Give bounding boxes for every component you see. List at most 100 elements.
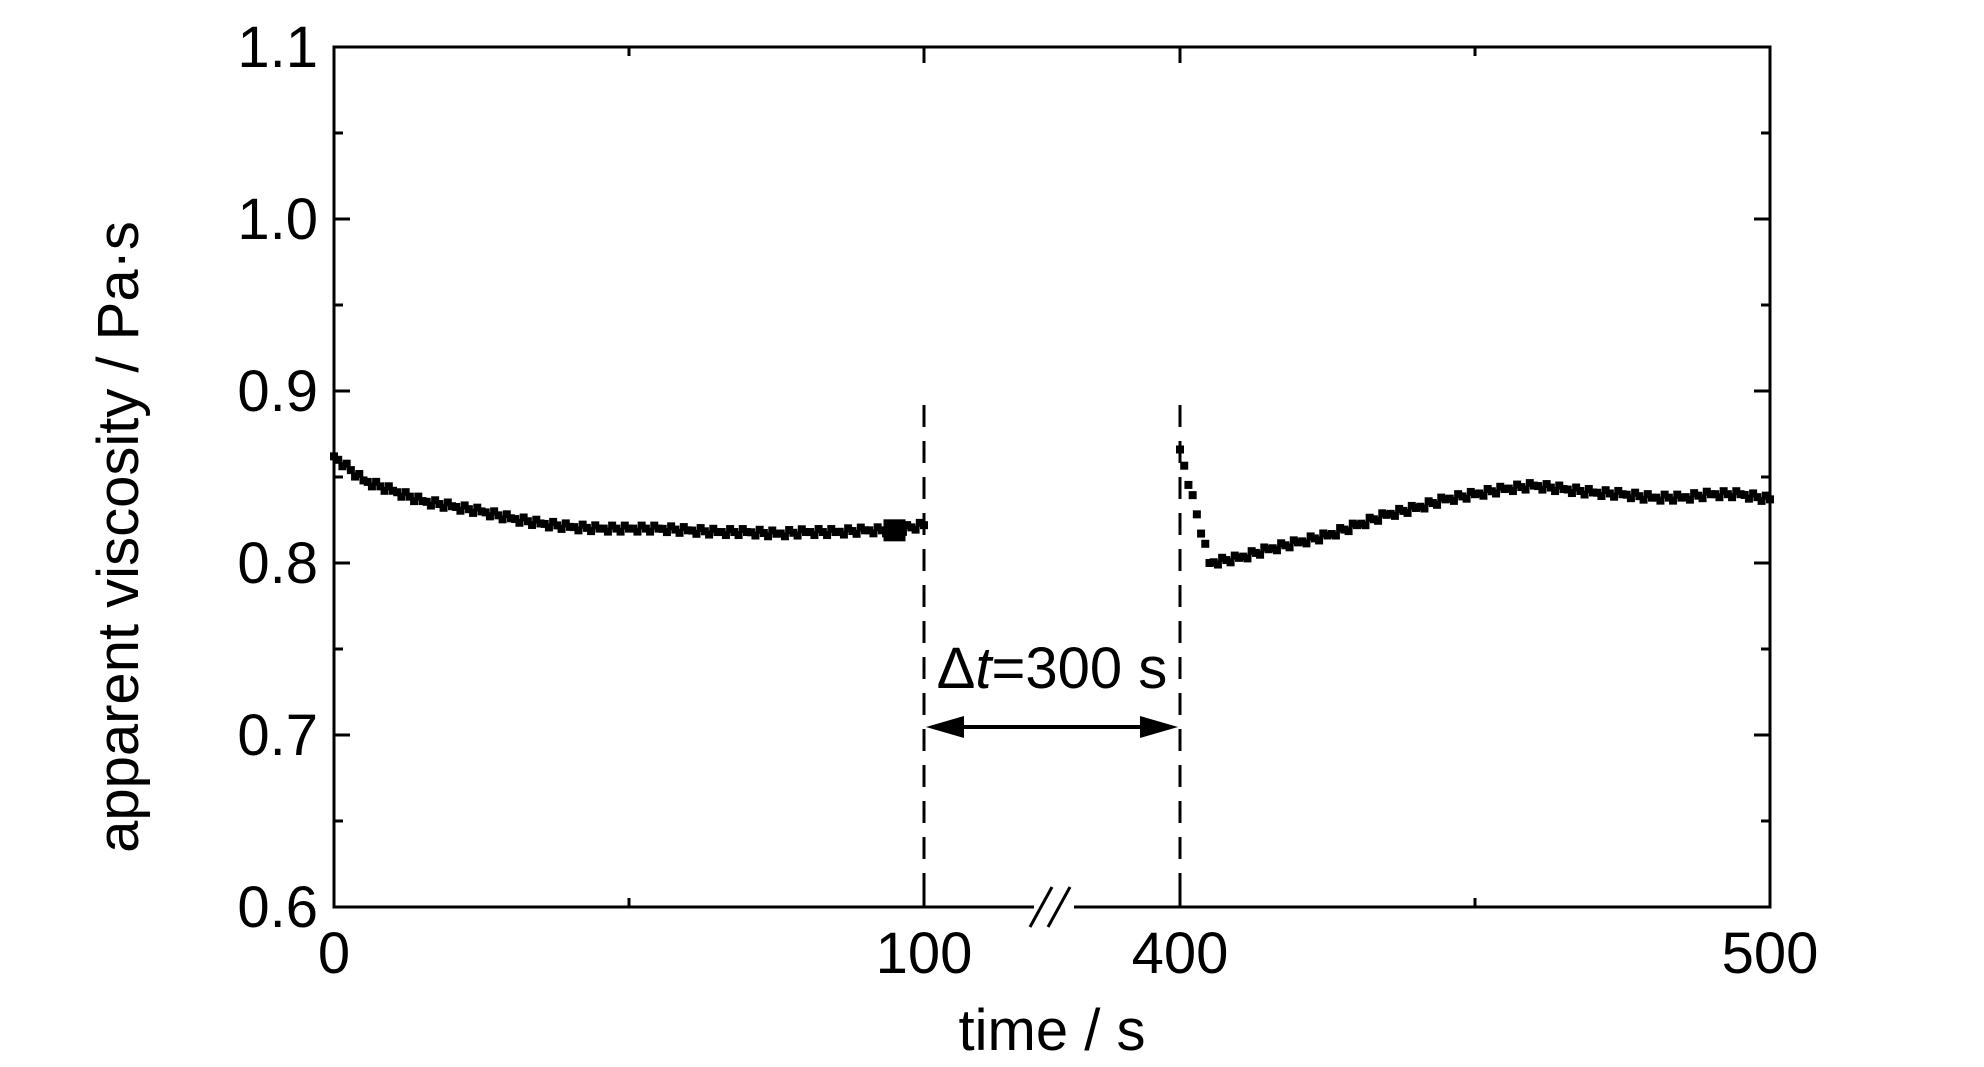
data-point-dense [1218, 553, 1227, 562]
x-axis-title: time / s [959, 998, 1146, 1062]
data-point-dense [1386, 509, 1395, 518]
x-tick-label: 500 [1722, 921, 1819, 986]
data-point-dense [1285, 543, 1294, 552]
data-point-dense [1247, 547, 1256, 556]
plot-frame [332, 45, 1772, 909]
data-point [772, 529, 781, 538]
data-point-dense [721, 531, 730, 540]
data-point-dense [435, 500, 444, 509]
data-point-dense [911, 525, 920, 534]
x-tick-label: 400 [1132, 921, 1229, 986]
data-point-dense [460, 501, 469, 510]
data-point-dense [903, 521, 912, 530]
y-tick-label: 1.0 [237, 187, 318, 252]
data-point-dense [835, 527, 844, 536]
data-point-dense [540, 519, 549, 528]
data-point-dense [776, 529, 785, 538]
data-point [684, 526, 692, 535]
data-point-dense [1302, 539, 1311, 548]
data-point-dense [485, 512, 494, 521]
data-point [1264, 545, 1273, 554]
data-point-dense [856, 523, 865, 532]
data-point-dense [1664, 493, 1673, 502]
data-point-dense [334, 455, 343, 464]
data-point-dense [578, 520, 587, 529]
data-point-dense [852, 529, 861, 538]
data-point-dense [603, 527, 612, 536]
data-point-dense [1669, 496, 1678, 505]
data-point-dense [865, 526, 874, 535]
data-point-dense [1635, 492, 1644, 501]
data-point-dense [401, 488, 410, 497]
data-point-dense [1357, 519, 1366, 528]
y-tick-label: 1.1 [237, 15, 318, 80]
data-point-dense [481, 508, 490, 517]
interval-arrow-left-head [926, 716, 964, 738]
data-point-dense [709, 524, 718, 533]
axis-break-slash [1028, 886, 1054, 928]
data-point [566, 522, 574, 531]
y-tick-label: 0.7 [237, 703, 318, 768]
data-point-dense [549, 517, 558, 526]
data-point-dense [1298, 537, 1307, 546]
data-point-dense [806, 528, 815, 537]
data-point-dense [1694, 491, 1703, 500]
data-point-dense [662, 528, 671, 537]
data-point-dense [473, 503, 482, 512]
data-point [448, 502, 456, 511]
data-point-dense [688, 526, 697, 535]
data-point-dense [1740, 490, 1749, 499]
data-point-dense [1719, 487, 1728, 496]
data-marks [330, 445, 1774, 569]
data-point-dense [469, 508, 478, 517]
data-point-dense [705, 530, 714, 539]
data-point-dense [734, 531, 743, 540]
data-point-dense [1487, 487, 1496, 496]
data-point-dense [1213, 560, 1222, 569]
data-point-dense [730, 528, 739, 537]
data-point-dense [1475, 489, 1484, 498]
data-point-dense [1517, 483, 1526, 492]
data-point-dense [1626, 494, 1635, 503]
data-point-dense [1251, 548, 1260, 557]
data-point-dense [452, 502, 461, 511]
data-point-dense [793, 531, 802, 540]
data-point-dense [1201, 539, 1210, 548]
data-point-dense [443, 498, 452, 507]
axis-break-slash [1046, 886, 1072, 928]
data-point-dense [1652, 493, 1661, 502]
data-point [625, 524, 633, 533]
x-tick-label: 0 [318, 921, 350, 986]
data-point-dense [1580, 490, 1589, 499]
data-point-dense [1403, 508, 1412, 517]
data-point-dense [671, 525, 680, 534]
data-point-dense [810, 531, 819, 540]
data-point-dense [839, 530, 848, 539]
data-point-dense [532, 515, 541, 524]
data-point-dense [789, 528, 798, 537]
data-point-dense [633, 527, 642, 536]
data-point-dense [1496, 482, 1505, 491]
data-point-dense [667, 522, 676, 531]
data-point-dense [1184, 480, 1193, 489]
data-point [1353, 521, 1361, 530]
data-point-dense [1344, 527, 1353, 536]
data-point-dense [351, 472, 360, 481]
data-point-dense [1605, 489, 1614, 498]
delta-t-variable: t [975, 636, 994, 701]
data-point-dense [338, 462, 347, 471]
data-point-dense [1572, 483, 1581, 492]
data-point-dense [1277, 539, 1286, 548]
y-tick-label: 0.6 [237, 875, 318, 940]
data-point-dense [498, 515, 507, 524]
data-point-dense [599, 524, 608, 533]
data-point-dense [456, 506, 465, 515]
data-point-dense [1593, 488, 1602, 497]
data-point [1382, 510, 1391, 519]
data-point-dense [1310, 534, 1319, 543]
x-tick-label: 100 [876, 921, 973, 986]
data-point-dense [620, 521, 629, 530]
data-point-dense [1192, 510, 1201, 519]
data-point-dense [1281, 541, 1290, 550]
